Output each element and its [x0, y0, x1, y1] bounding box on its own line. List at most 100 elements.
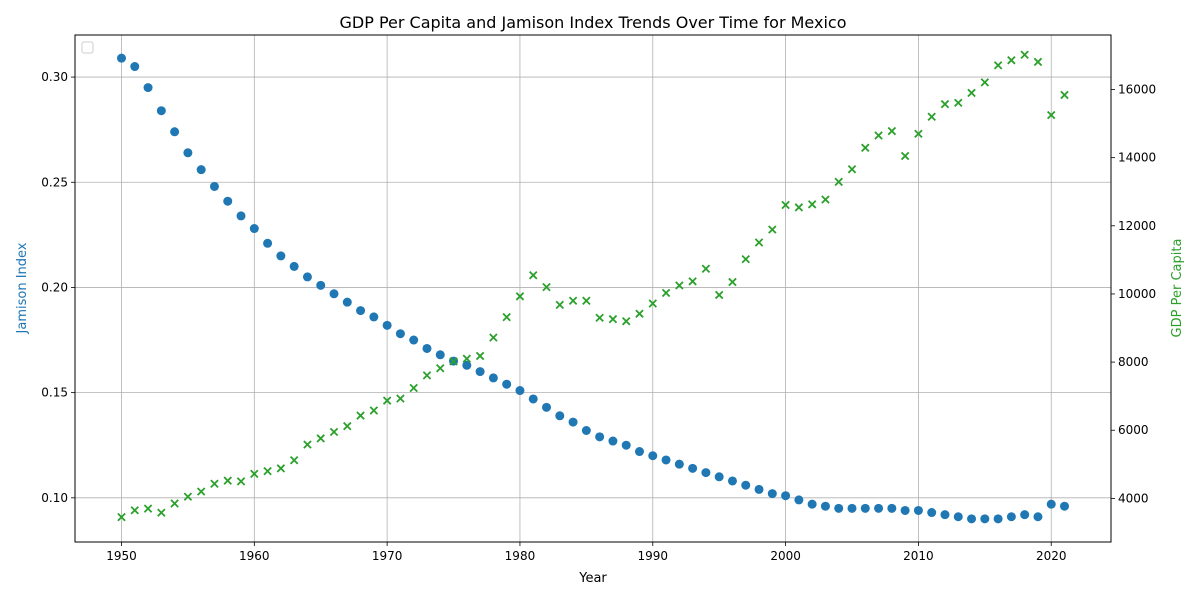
right-y-tick-label: 10000 [1118, 287, 1156, 301]
right-y-tick-label: 4000 [1118, 491, 1149, 505]
left-y-axis-label: Jamison Index [15, 242, 30, 334]
jamison-point [329, 289, 339, 299]
gdp-point [914, 129, 923, 139]
gdp-point [741, 254, 750, 264]
jamison-point [1046, 499, 1056, 509]
jamison-point [143, 83, 153, 93]
jamison-point [276, 251, 286, 261]
gdp-point [1046, 110, 1056, 120]
gdp-point [728, 277, 737, 287]
jamison-point [356, 306, 366, 316]
gdp-point [874, 131, 883, 140]
gdp-point [343, 421, 352, 431]
gdp-point [555, 300, 565, 310]
right-y-tick-label: 12000 [1118, 219, 1156, 233]
jamison-point [542, 402, 552, 412]
gdp-point [714, 290, 724, 300]
left-y-tick-label: 0.10 [41, 491, 68, 505]
x-tick-label: 2010 [903, 549, 934, 563]
x-tick-label: 1980 [505, 549, 536, 563]
gdp-point [143, 504, 153, 513]
jamison-point [953, 512, 963, 522]
gdp-point [422, 371, 432, 380]
jamison-point [913, 505, 923, 515]
gdp-point [1033, 57, 1043, 67]
jamison-point [727, 476, 737, 486]
jamison-point [701, 468, 711, 478]
jamison-point [741, 480, 751, 490]
jamison-point [116, 53, 126, 63]
right-y-axis-ticks: 4000 6000 8000 10000 12000 14000 16000 [1111, 83, 1156, 505]
jamison-point [940, 510, 950, 520]
jamison-point [342, 297, 352, 307]
gdp-point [781, 200, 790, 210]
gdp-point [462, 354, 472, 363]
jamison-point [488, 373, 498, 383]
right-y-tick-label: 14000 [1118, 151, 1156, 165]
x-tick-label: 1960 [239, 549, 270, 563]
jamison-point [967, 514, 977, 524]
gdp-point [183, 492, 193, 501]
gdp-point [449, 357, 458, 366]
jamison-point [781, 491, 791, 501]
jamison-point [927, 508, 937, 518]
jamison-point [409, 335, 419, 345]
jamison-point [847, 503, 857, 513]
jamison-point [1060, 501, 1070, 511]
gdp-point [701, 264, 711, 273]
jamison-point [595, 432, 605, 442]
gdp-point [436, 363, 445, 373]
gdp-point [954, 98, 963, 108]
gdp-point [223, 476, 232, 485]
jamison-point [860, 503, 870, 513]
gdp-point [754, 238, 764, 247]
gdp-point [887, 126, 897, 136]
chart-title: GDP Per Capita and Jamison Index Trends … [340, 13, 847, 32]
left-y-tick-label: 0.20 [41, 280, 68, 294]
gdp-point [582, 296, 591, 306]
gdp-point [847, 165, 857, 174]
jamison-point [555, 411, 565, 421]
gdp-point [170, 499, 179, 508]
gdp-point [1060, 90, 1069, 100]
jamison-point [209, 181, 219, 191]
jamison-point [223, 196, 233, 206]
jamison-point [714, 472, 724, 482]
x-tick-label: 1990 [637, 549, 668, 563]
gdp-point [130, 506, 140, 515]
grid-lines [75, 35, 1111, 542]
jamison-point [316, 280, 326, 290]
plot-frame [74, 34, 1112, 543]
jamison-point [807, 499, 817, 509]
legend-box [81, 41, 94, 54]
jamison-point [980, 514, 990, 524]
gdp-point [196, 487, 206, 496]
gdp-point [1007, 55, 1016, 65]
gdp-point [568, 296, 578, 306]
gdp-point [356, 411, 365, 420]
jamison-point [369, 312, 379, 322]
x-tick-label: 2000 [770, 549, 801, 563]
left-y-axis-ticks: 0.10 0.15 0.20 0.25 0.30 [41, 70, 75, 505]
gdp-point [117, 512, 126, 522]
gdp-point [329, 427, 339, 437]
jamison-point [887, 503, 897, 513]
gdp-point [502, 312, 511, 322]
jamison-point [900, 505, 910, 515]
jamison-point [395, 329, 405, 339]
jamison-point [1020, 510, 1030, 520]
gdp-point [927, 112, 936, 122]
right-y-tick-label: 8000 [1118, 355, 1149, 369]
jamison-point [1006, 512, 1016, 522]
gdp-point [236, 477, 246, 486]
left-y-tick-label: 0.30 [41, 70, 68, 84]
right-y-tick-label: 16000 [1118, 83, 1156, 97]
gdp-point [489, 333, 498, 342]
legend [81, 41, 94, 54]
jamison-point [183, 148, 193, 158]
gdp-point [648, 299, 658, 308]
jamison-point [661, 455, 671, 465]
jamison-point [263, 238, 273, 248]
gdp-point [675, 281, 684, 290]
